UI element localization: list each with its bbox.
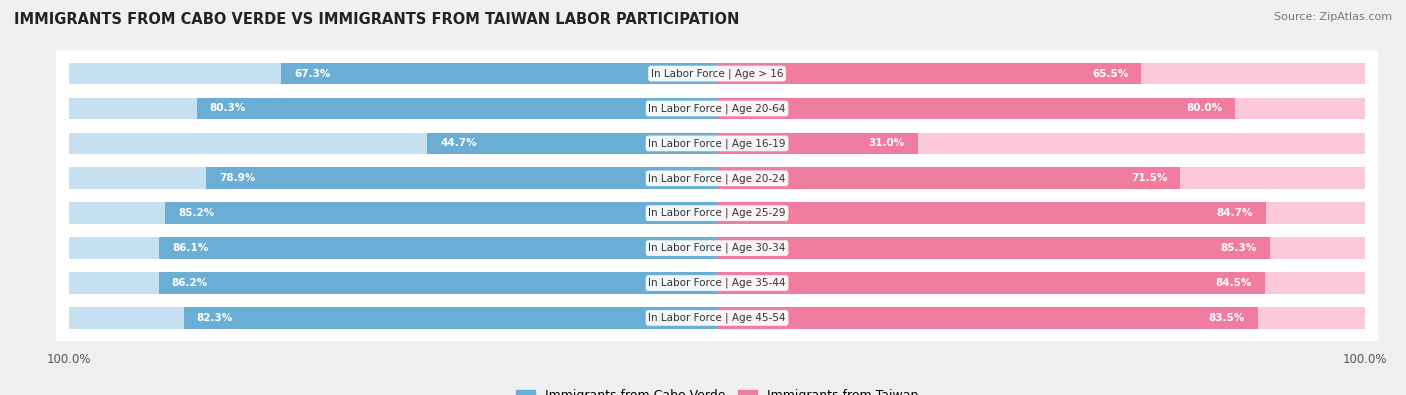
Bar [717,307,1365,329]
FancyBboxPatch shape [55,155,1379,201]
Bar [281,63,717,85]
Bar [69,133,717,154]
Text: 67.3%: 67.3% [294,69,330,79]
Bar [717,237,1270,259]
Text: In Labor Force | Age 35-44: In Labor Force | Age 35-44 [648,278,786,288]
Text: 85.2%: 85.2% [179,208,214,218]
Bar [717,98,1236,119]
Text: In Labor Force | Age > 16: In Labor Force | Age > 16 [651,68,783,79]
Bar [717,98,1365,119]
Text: 86.2%: 86.2% [172,278,208,288]
Text: IMMIGRANTS FROM CABO VERDE VS IMMIGRANTS FROM TAIWAN LABOR PARTICIPATION: IMMIGRANTS FROM CABO VERDE VS IMMIGRANTS… [14,12,740,27]
Bar [717,63,1365,85]
Text: 86.1%: 86.1% [172,243,208,253]
Text: In Labor Force | Age 30-34: In Labor Force | Age 30-34 [648,243,786,253]
Text: 83.5%: 83.5% [1209,313,1246,323]
Bar [184,307,717,329]
Bar [717,133,1365,154]
Text: 80.3%: 80.3% [209,103,246,113]
Bar [717,237,1365,259]
Bar [717,272,1365,294]
Text: 44.7%: 44.7% [440,138,477,149]
Bar [69,63,717,85]
Bar [159,237,717,259]
Text: 80.0%: 80.0% [1187,103,1222,113]
Text: 31.0%: 31.0% [869,138,905,149]
Text: In Labor Force | Age 25-29: In Labor Force | Age 25-29 [648,208,786,218]
Text: In Labor Force | Age 20-64: In Labor Force | Age 20-64 [648,103,786,114]
FancyBboxPatch shape [55,120,1379,166]
Text: In Labor Force | Age 16-19: In Labor Force | Age 16-19 [648,138,786,149]
Bar [205,167,717,189]
FancyBboxPatch shape [55,51,1379,97]
Text: 84.5%: 84.5% [1215,278,1251,288]
Bar [717,307,1258,329]
Text: 82.3%: 82.3% [197,313,233,323]
FancyBboxPatch shape [55,295,1379,341]
Text: 85.3%: 85.3% [1220,243,1257,253]
Bar [69,307,717,329]
Text: 65.5%: 65.5% [1092,69,1129,79]
Bar [69,272,717,294]
Bar [197,98,717,119]
Bar [427,133,717,154]
Bar [717,202,1365,224]
Bar [69,167,717,189]
Bar [159,272,717,294]
Bar [717,167,1180,189]
Text: In Labor Force | Age 45-54: In Labor Force | Age 45-54 [648,313,786,323]
Bar [717,133,918,154]
Text: 71.5%: 71.5% [1130,173,1167,183]
Bar [69,98,717,119]
Text: Source: ZipAtlas.com: Source: ZipAtlas.com [1274,12,1392,22]
Bar [717,63,1142,85]
Bar [165,202,717,224]
Text: 84.7%: 84.7% [1216,208,1253,218]
FancyBboxPatch shape [55,260,1379,306]
Text: In Labor Force | Age 20-24: In Labor Force | Age 20-24 [648,173,786,184]
Bar [69,202,717,224]
Text: 78.9%: 78.9% [219,173,254,183]
Bar [717,202,1265,224]
FancyBboxPatch shape [55,190,1379,236]
Bar [717,167,1365,189]
FancyBboxPatch shape [55,225,1379,271]
Bar [69,237,717,259]
Bar [717,272,1264,294]
FancyBboxPatch shape [55,85,1379,132]
Legend: Immigrants from Cabo Verde, Immigrants from Taiwan: Immigrants from Cabo Verde, Immigrants f… [512,384,922,395]
